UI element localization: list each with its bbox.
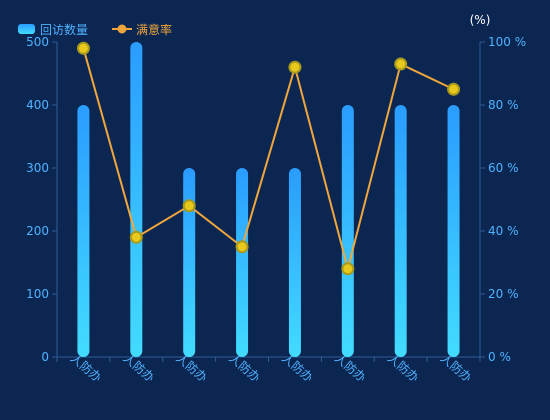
legend-bar-swatch[interactable] [18,24,35,34]
line-point[interactable] [129,230,143,244]
left-y-ticks: 0 100 200 300 400 500 [26,35,57,364]
right-tick-label: 80 % [488,98,519,112]
bar[interactable] [130,42,143,357]
line-series [76,41,461,276]
left-tick-label: 0 [41,350,49,364]
legend: 回访数量 满意率 [18,22,172,37]
x-ticks: 人防办 人防办 人防办 人防办 人防办 人防办 人防办 人防办 [56,350,481,385]
left-tick-label: 300 [26,161,49,175]
right-tick-label: 20 % [488,287,519,301]
line-point[interactable] [341,262,355,276]
line-point[interactable] [182,199,196,213]
bar[interactable] [394,105,407,357]
satisfaction-line [82,48,454,273]
line-point[interactable] [288,60,302,74]
bar-series [77,42,460,357]
line-point[interactable] [235,240,249,254]
left-tick-label: 200 [26,224,49,238]
right-tick-label: 0 % [488,350,511,364]
right-tick-label: 100 % [488,35,526,49]
bar[interactable] [447,105,460,357]
left-tick-label: 100 [26,287,49,301]
legend-line-label[interactable]: 满意率 [136,22,172,37]
bar[interactable] [288,168,301,357]
line-point[interactable] [447,82,461,96]
line-point[interactable] [394,57,408,71]
line-point[interactable] [76,41,90,55]
legend-bar-label[interactable]: 回访数量 [40,22,88,37]
bar[interactable] [341,105,354,357]
right-tick-label: 40 % [488,224,519,238]
left-tick-label: 500 [26,35,49,49]
right-axis-title: (%) [470,13,491,27]
right-y-ticks: 0 % 20 % 40 % 60 % 80 % 100 % [480,35,526,364]
right-tick-label: 60 % [488,161,519,175]
left-tick-label: 400 [26,98,49,112]
bar[interactable] [236,168,249,357]
bar[interactable] [183,168,196,357]
bar[interactable] [77,105,90,357]
legend-line-marker [117,24,127,34]
